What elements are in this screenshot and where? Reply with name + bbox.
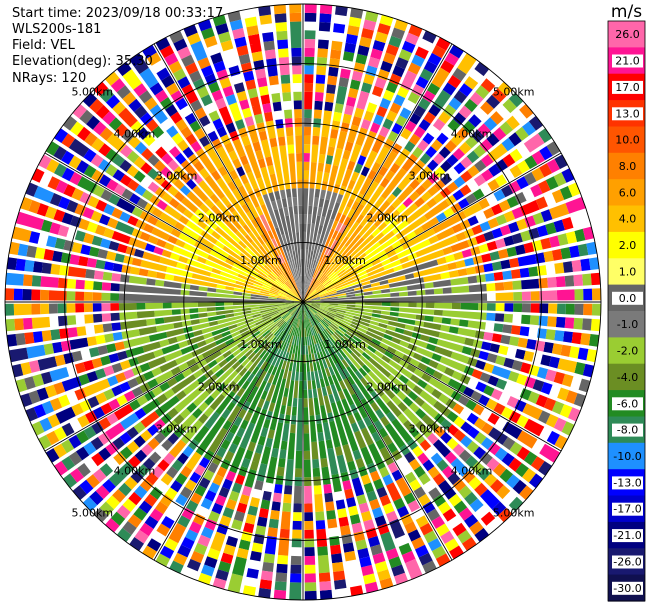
colorbar-swatch [608, 363, 645, 391]
colorbar-tick-label: 26.0 [615, 28, 640, 41]
spoke-150 [44, 301, 304, 452]
gate-group-0 [118, 302, 485, 487]
colorbar-tick-bg [612, 476, 643, 490]
spoke-240 [153, 43, 304, 303]
colorbar-tick-bg [612, 502, 643, 516]
colorbar-tick-label: 1.0 [619, 266, 637, 279]
ring-label: 5.00km [72, 85, 114, 98]
colorbar-tick-label: 4.0 [619, 213, 637, 226]
colorbar-swatch [608, 337, 645, 365]
ring-label: 2.00km [198, 380, 240, 393]
ring-label: 1.00km [240, 338, 282, 351]
colorbar-tick-bg [612, 529, 643, 543]
ring-label: 2.00km [367, 212, 409, 225]
colorbar-tick-label: -21.0 [613, 529, 641, 542]
ring-label: 2.00km [367, 380, 409, 393]
ring-label: 5.00km [493, 85, 535, 98]
spoke-300 [302, 43, 453, 303]
ring-label: 3.00km [156, 170, 198, 183]
colorbar-tick-label: 8.0 [619, 160, 637, 173]
ppi-gates [5, 4, 601, 601]
colorbar-swatch [608, 258, 645, 286]
colorbar-swatch [608, 205, 645, 233]
colorbar-tick-label: -6.0 [617, 397, 638, 410]
colorbar-swatch [608, 179, 645, 207]
azimuth-spokes [5, 4, 601, 600]
colorbar-swatch [608, 152, 645, 180]
ring-label: 4.00km [114, 465, 156, 478]
colorbar-tick-label: -17.0 [613, 503, 641, 516]
gate-group-3 [5, 21, 589, 600]
colorbar-tick-bg [612, 291, 643, 305]
nrays-label: NRays: 120 [12, 71, 87, 86]
spoke-210 [44, 152, 304, 303]
colorbar-swatch [608, 311, 645, 338]
colorbar-tick-bg [612, 423, 643, 437]
colorbar-tick-bg [612, 397, 643, 411]
colorbar-swatch [608, 231, 645, 259]
colorbar-tick-label: -1.0 [617, 318, 638, 331]
spoke-30 [302, 301, 562, 452]
gate-group-15 [5, 23, 565, 583]
colorbar-tick-label: 17.0 [615, 81, 640, 94]
field-label: Field: VEL [12, 38, 75, 53]
colorbar-swatch [608, 442, 645, 470]
colorbar-tick-bg [612, 80, 643, 94]
ring-label: 4.00km [451, 465, 493, 478]
colorbar-tick-label: 2.0 [619, 239, 637, 252]
gate-group-5 [52, 13, 595, 579]
ring-label: 4.00km [451, 127, 493, 140]
colorbar-tick-label: -8.0 [617, 424, 638, 437]
spoke-330 [302, 152, 562, 303]
colorbar-swatch [608, 126, 645, 154]
colorbar-tick-label: 0.0 [619, 292, 637, 305]
spoke-60 [302, 301, 453, 561]
ring-label: 1.00km [324, 338, 366, 351]
ring-label: 5.00km [493, 507, 535, 520]
colorbar-swatch [608, 21, 645, 48]
colorbar-tick-label: -2.0 [617, 345, 638, 358]
colorbar-tick-label: -10.0 [613, 450, 641, 463]
colorbar-tick-label: -13.0 [613, 476, 641, 489]
gate-group-2 [41, 14, 600, 577]
gate-group-8 [6, 12, 554, 601]
gate-group-6 [15, 8, 592, 582]
ring-label: 3.00km [409, 170, 451, 183]
colorbar-tick-bg [612, 107, 643, 121]
ring-labels: 1.00km 1.00km 1.00km 1.00km 2.00km 2.00km 2.00… [72, 85, 535, 519]
gate-group-19 [262, 188, 344, 302]
colorbar-tick-label: -4.0 [617, 371, 638, 384]
ring-label: 5.00km [72, 507, 114, 520]
start-time-label: Start time: 2023/09/18 00:33:17 [12, 6, 224, 21]
ring-label: 1.00km [240, 254, 282, 267]
ring-label: 4.00km [114, 127, 156, 140]
spoke-120 [153, 301, 304, 561]
colorbar-tick-bg [612, 581, 643, 595]
ring-label: 3.00km [156, 422, 198, 435]
colorbar-tick-label: 10.0 [615, 134, 640, 147]
colorbar-tick-label: 21.0 [615, 55, 640, 68]
colorbar-tick-label: 13.0 [615, 107, 640, 120]
colorbar-title: m/s [611, 2, 642, 22]
colorbar-tick-label: -30.0 [613, 582, 641, 595]
colorbar-tick-label: 6.0 [619, 186, 637, 199]
ring-label: 3.00km [409, 422, 451, 435]
gate-group-9 [13, 14, 578, 581]
colorbar-tick-bg [612, 555, 643, 569]
elevation-label: Elevation(deg): 35.30 [12, 54, 153, 69]
colorbar-tick-bg [612, 54, 643, 68]
ring-label: 2.00km [198, 212, 240, 225]
colorbar-frame [607, 20, 646, 602]
colorbar-tick-label: -26.0 [613, 556, 641, 569]
instrument-label: WLS200s-181 [12, 22, 102, 37]
ring-label: 1.00km [324, 254, 366, 267]
